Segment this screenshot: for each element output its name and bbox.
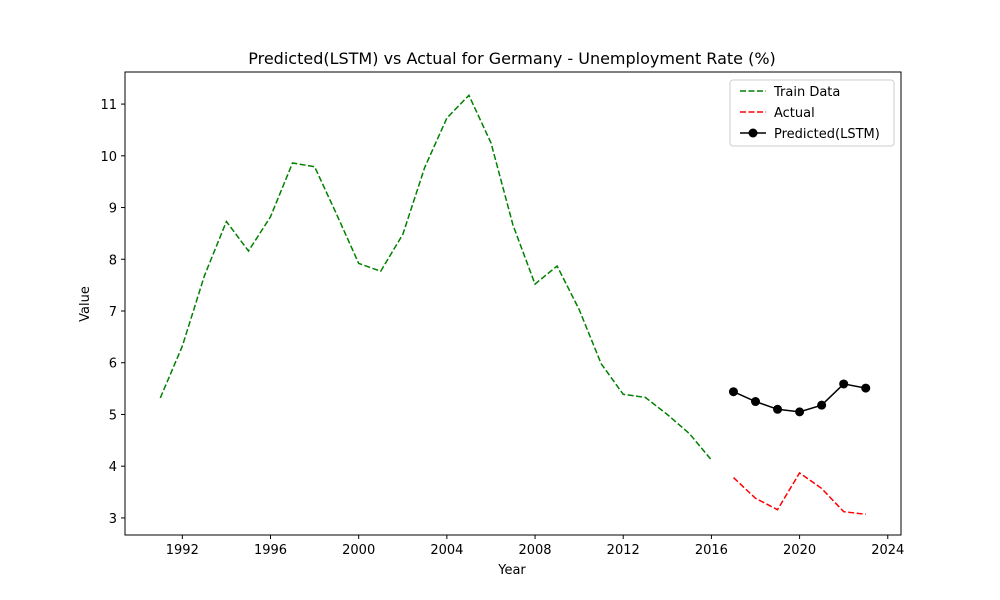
data-point: [861, 383, 871, 393]
legend-label-actual: Actual: [774, 106, 815, 121]
series-line-1: [732, 471, 866, 516]
y-tick-label: 6: [109, 357, 117, 372]
y-axis-label: Value: [78, 286, 93, 322]
y-tick-label: 5: [109, 408, 117, 423]
plot-frame: [124, 71, 902, 536]
axes: 1992 1996 2000 2004 2008 2012 2016 2020 2024 3 4 5 6…: [100, 71, 904, 558]
legend: Train Data Actual Predicted(LSTM): [729, 79, 895, 147]
y-tick-label: 11: [100, 98, 117, 113]
x-tick-label: 2012: [607, 543, 640, 558]
data-point: [839, 379, 849, 389]
x-tick-label: 1992: [166, 543, 199, 558]
x-tick-label: 2024: [871, 543, 904, 558]
data-point: [728, 387, 738, 397]
plot-area: [159, 93, 871, 516]
legend-label-predicted: Predicted(LSTM): [774, 127, 880, 142]
legend-box: [729, 79, 895, 147]
y-tick-label: 3: [109, 512, 117, 527]
legend-marker-predicted: [748, 128, 758, 138]
data-point: [751, 397, 760, 407]
data-point: [773, 404, 783, 414]
x-tick-label: 2016: [695, 543, 728, 558]
y-tick-label: 8: [109, 253, 117, 268]
x-axis-label: Year: [497, 563, 526, 578]
y-tick-label: 7: [109, 305, 117, 320]
y-tick-label: 10: [100, 150, 117, 165]
y-tick-label: 9: [109, 202, 117, 217]
series-line-0: [159, 93, 712, 461]
chart-title: Predicted(LSTM) vs Actual for Germany - …: [248, 49, 776, 68]
data-point: [817, 400, 827, 410]
x-tick-label: 2004: [430, 543, 463, 558]
x-tick-label: 2020: [783, 543, 816, 558]
y-tick-label: 4: [109, 460, 117, 475]
x-tick-label: 2000: [342, 543, 375, 558]
data-point: [795, 407, 805, 417]
legend-label-train: Train Data: [773, 85, 840, 100]
x-tick-label: 1996: [254, 543, 287, 558]
x-tick-label: 2008: [518, 543, 551, 558]
